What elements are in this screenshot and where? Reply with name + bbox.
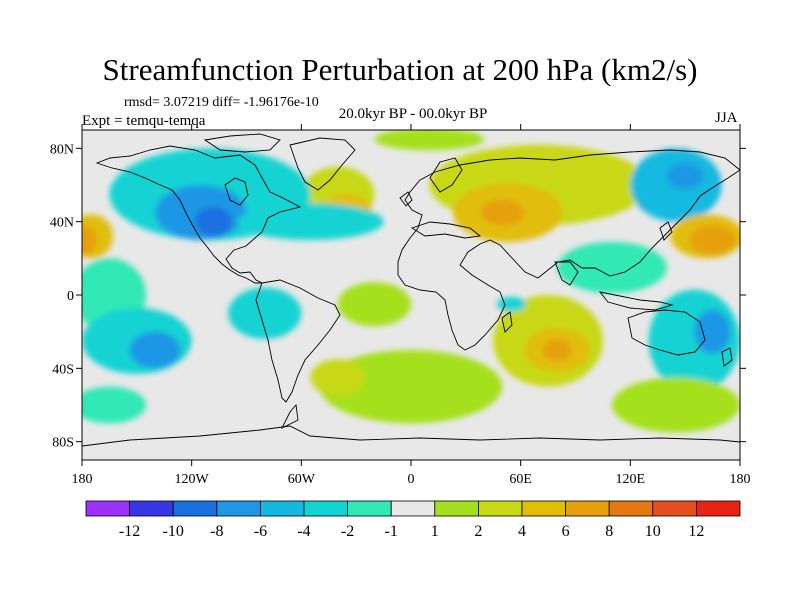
colorbar-swatch — [129, 500, 174, 517]
x-tick-label: 0 — [408, 472, 415, 487]
colorbar-swatch — [565, 500, 610, 517]
colorbar-label: 12 — [688, 523, 704, 540]
season-text: JJA — [715, 110, 738, 126]
coastline-antarctica — [82, 425, 740, 447]
contour-region-14 — [688, 225, 737, 255]
coastline-south-america — [255, 279, 341, 403]
colorbar-swatch — [390, 500, 436, 517]
coastline-mediterranean — [410, 221, 482, 239]
coastline-madagascar — [501, 311, 513, 333]
contour-region-23 — [310, 359, 366, 396]
coastline-india — [554, 261, 579, 286]
colorbar-label: 6 — [562, 523, 570, 540]
colorbar: -12 -10 -8 -6 -4 -2 -1 1 2 4 6 8 10 12 — [85, 500, 741, 540]
colorbar-swatch — [696, 500, 741, 517]
x-tick-label: 120W — [175, 472, 210, 487]
contour-region-5 — [374, 130, 485, 151]
colorbar-label: -1 — [385, 523, 398, 540]
colorbar-label: 8 — [605, 523, 613, 540]
colorbar-swatch — [216, 500, 261, 517]
colorbar-label: 1 — [431, 523, 439, 540]
coastline-australia — [627, 309, 706, 356]
colorbar-label: -8 — [210, 523, 223, 540]
colorbar-label: -6 — [254, 523, 267, 540]
colorbar-label: 2 — [474, 523, 482, 540]
colorbar-label: -12 — [119, 523, 140, 540]
contour-region-19 — [129, 331, 181, 369]
coastline-indonesia — [598, 291, 674, 311]
contour-region-3 — [480, 199, 525, 226]
coastlines — [82, 133, 740, 447]
map-title: Streamfunction Perturbation at 200 hPa (… — [102, 52, 698, 87]
contour-region-20 — [228, 287, 302, 340]
contour-region-12 — [557, 241, 667, 294]
coastline-north-america — [95, 145, 302, 284]
colorbar-swatch — [347, 500, 392, 517]
y-tick-label: 80N — [50, 142, 74, 157]
contour-region-9 — [237, 203, 384, 241]
contour-region-11 — [666, 163, 704, 189]
contour-region-30 — [612, 377, 740, 433]
contour-region-29 — [694, 309, 731, 354]
x-tick-label: 180 — [730, 472, 751, 487]
x-tick-label: 60E — [509, 472, 532, 487]
colorbar-swatch — [85, 500, 130, 517]
contour-region-31 — [82, 386, 146, 424]
coastline-arctic-islands — [203, 133, 281, 153]
x-tick-label: 180 — [72, 472, 93, 487]
colorbar-swatch — [259, 500, 305, 517]
y-tick-label: 40N — [50, 216, 74, 231]
colorbar-swatch — [608, 500, 654, 517]
colorbar-swatch — [521, 500, 566, 517]
colorbar-swatch — [303, 500, 348, 517]
coastline-eurasia-africa — [397, 149, 740, 351]
stats-text: rmsd= 3.07219 diff= -1.96176e-10 — [124, 95, 319, 110]
x-tick-label: 60W — [288, 472, 316, 487]
y-tick-label: 0 — [67, 289, 74, 304]
contour-region-21 — [337, 282, 412, 327]
coastline-british-isles — [399, 191, 413, 207]
colorbar-swatch — [652, 500, 697, 517]
colorbar-swatch — [477, 500, 523, 517]
axis-ticks: 180 120W 60W 0 60E 120E 180 80N 40N 0 40S 80S — [50, 124, 751, 487]
colorbar-label: 10 — [645, 523, 661, 540]
contour-region-27 — [496, 296, 527, 312]
colorbar-swatch — [172, 500, 218, 517]
colorbar-label: -2 — [341, 523, 354, 540]
experiment-text: Expt = temqu-temqa — [82, 113, 206, 129]
coastline-hudson-bay — [224, 177, 249, 206]
colorbar-label: -10 — [163, 523, 184, 540]
coastline-japan — [659, 221, 673, 241]
y-tick-label: 40S — [52, 362, 74, 377]
y-tick-label: 80S — [52, 436, 74, 451]
colorbar-label: 4 — [518, 523, 526, 540]
contour-region-16 — [82, 225, 97, 255]
x-tick-label: 120E — [616, 472, 646, 487]
coastline-greenland — [289, 137, 356, 191]
contour-region-8 — [195, 207, 232, 237]
coastline-scandinavia — [429, 157, 463, 193]
colorbar-swatch — [434, 500, 479, 517]
colorbar-label: -4 — [297, 523, 310, 540]
contour-fill-layer — [82, 130, 740, 433]
contour-region-22 — [319, 350, 503, 424]
coastline-new-zealand — [721, 347, 733, 367]
coastline-antarctic-peninsula — [280, 403, 299, 430]
contour-region-26 — [542, 339, 572, 361]
period-text: 20.0kyr BP - 00.0kyr BP — [338, 106, 488, 122]
